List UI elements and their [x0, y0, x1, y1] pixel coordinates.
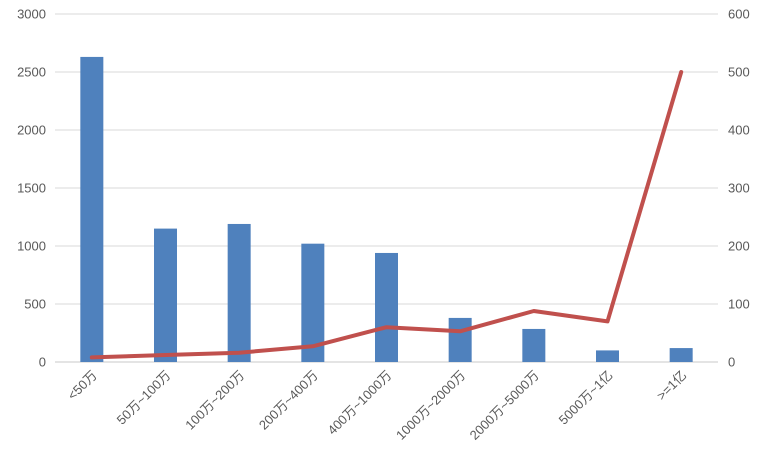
x-axis-category-label: 50万~100万	[114, 368, 174, 428]
x-axis-category-label: 2000万~5000万	[467, 368, 542, 443]
bar-50万~100万	[154, 228, 177, 362]
left-axis-tick-label: 2500	[17, 65, 46, 80]
bar-400万~1000万	[375, 252, 398, 362]
bar-<50万	[80, 56, 104, 363]
x-axis-category-label: 400万~1000万	[324, 368, 394, 438]
left-axis-tick-label: 1500	[17, 181, 46, 196]
left-axis-tick-label: 1000	[17, 239, 46, 254]
bar-1000万~2000万	[448, 317, 472, 362]
x-axis-category-label: 5000万~1亿	[556, 368, 616, 428]
left-axis-tick-label: 2000	[17, 123, 46, 138]
left-axis-tick-label: 500	[24, 297, 46, 312]
right-axis-tick-label: 200	[728, 239, 750, 254]
bar-5000万~1亿	[596, 350, 619, 362]
bar-2000万~5000万	[522, 328, 546, 362]
x-axis-category-label: 200万~400万	[256, 368, 321, 433]
line-series	[89, 70, 684, 360]
x-axis-category-label: 1000万~2000万	[393, 368, 468, 443]
left-axis-tick-label: 0	[39, 355, 46, 370]
x-axis-category-label: 100万~200万	[182, 368, 247, 433]
right-axis-tick-label: 300	[728, 181, 750, 196]
x-axis-category-label: <50万	[65, 368, 100, 403]
right-axis-tick-label: 400	[728, 123, 750, 138]
right-axis-tick-label: 0	[728, 355, 735, 370]
bar-200万~400万	[301, 243, 325, 362]
right-axis-tick-label: 500	[728, 65, 750, 80]
bar-100万~200万	[227, 223, 251, 362]
right-axis-tick-label: 600	[728, 7, 750, 22]
bar->=1亿	[669, 348, 693, 362]
x-axis-category-label: >=1亿	[654, 368, 690, 404]
right-axis-tick-label: 100	[728, 297, 750, 312]
left-axis-tick-label: 3000	[17, 7, 46, 22]
